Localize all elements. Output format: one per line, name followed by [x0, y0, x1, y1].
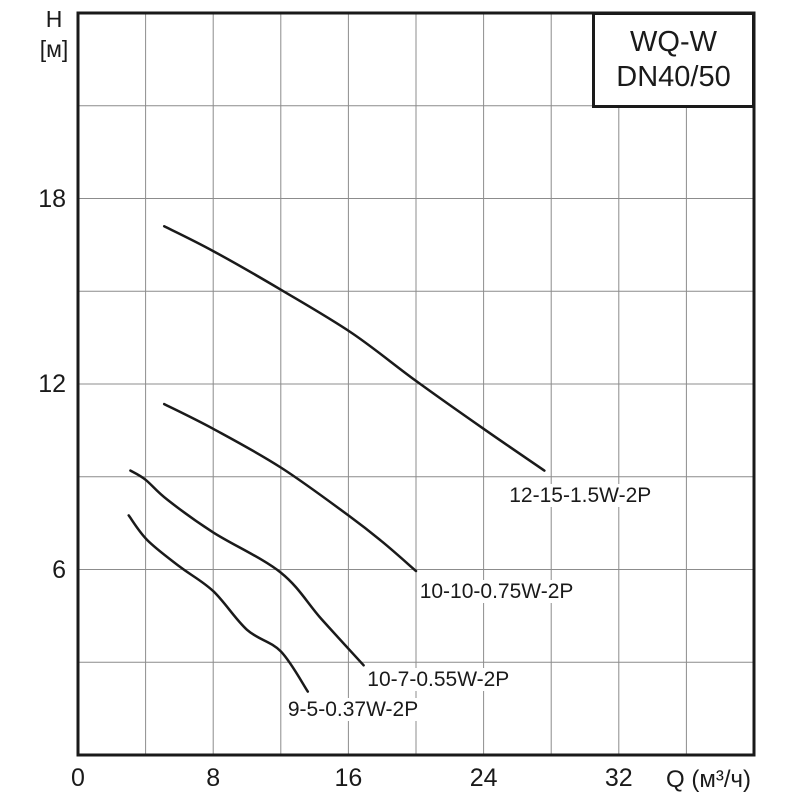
chart-title-dn-size: DN40/50	[616, 61, 731, 93]
x-tick-label: 8	[206, 764, 221, 792]
curve-label: 9-5-0.37W-2P	[285, 697, 421, 721]
curve-label: 10-10-0.75W-2P	[417, 579, 576, 603]
curve-10-10-0.75W-2P	[162, 402, 418, 573]
curve-label: 10-7-0.55W-2P	[365, 667, 512, 691]
y-tick-label: 6	[52, 555, 66, 584]
chart-title-series: WQ-W	[630, 26, 717, 58]
y-tick-label: 18	[38, 184, 66, 213]
y-axis-title: H [м]	[24, 4, 84, 64]
gridlines	[78, 13, 754, 755]
curve-10-7-0.55W-2P	[129, 469, 365, 667]
plot-border	[76, 11, 756, 757]
x-tick-label: 0	[71, 764, 85, 792]
y-axis-title-unit: [м]	[39, 36, 69, 62]
chart-title-box: WQ-W DN40/50	[592, 12, 755, 108]
pump-curves	[127, 225, 546, 693]
x-tick-label: 16	[334, 764, 363, 792]
y-axis-title-symbol: H	[45, 6, 63, 32]
x-axis-title: Q (м³/ч)	[666, 766, 751, 793]
curve-12-15-1.5W-2P	[162, 225, 546, 472]
curve-label: 12-15-1.5W-2P	[507, 483, 654, 507]
x-tick-label: 32	[604, 764, 633, 792]
curve-9-5-0.37W-2P	[127, 514, 310, 693]
x-tick-label: 24	[469, 764, 498, 792]
y-tick-label: 12	[38, 370, 66, 398]
